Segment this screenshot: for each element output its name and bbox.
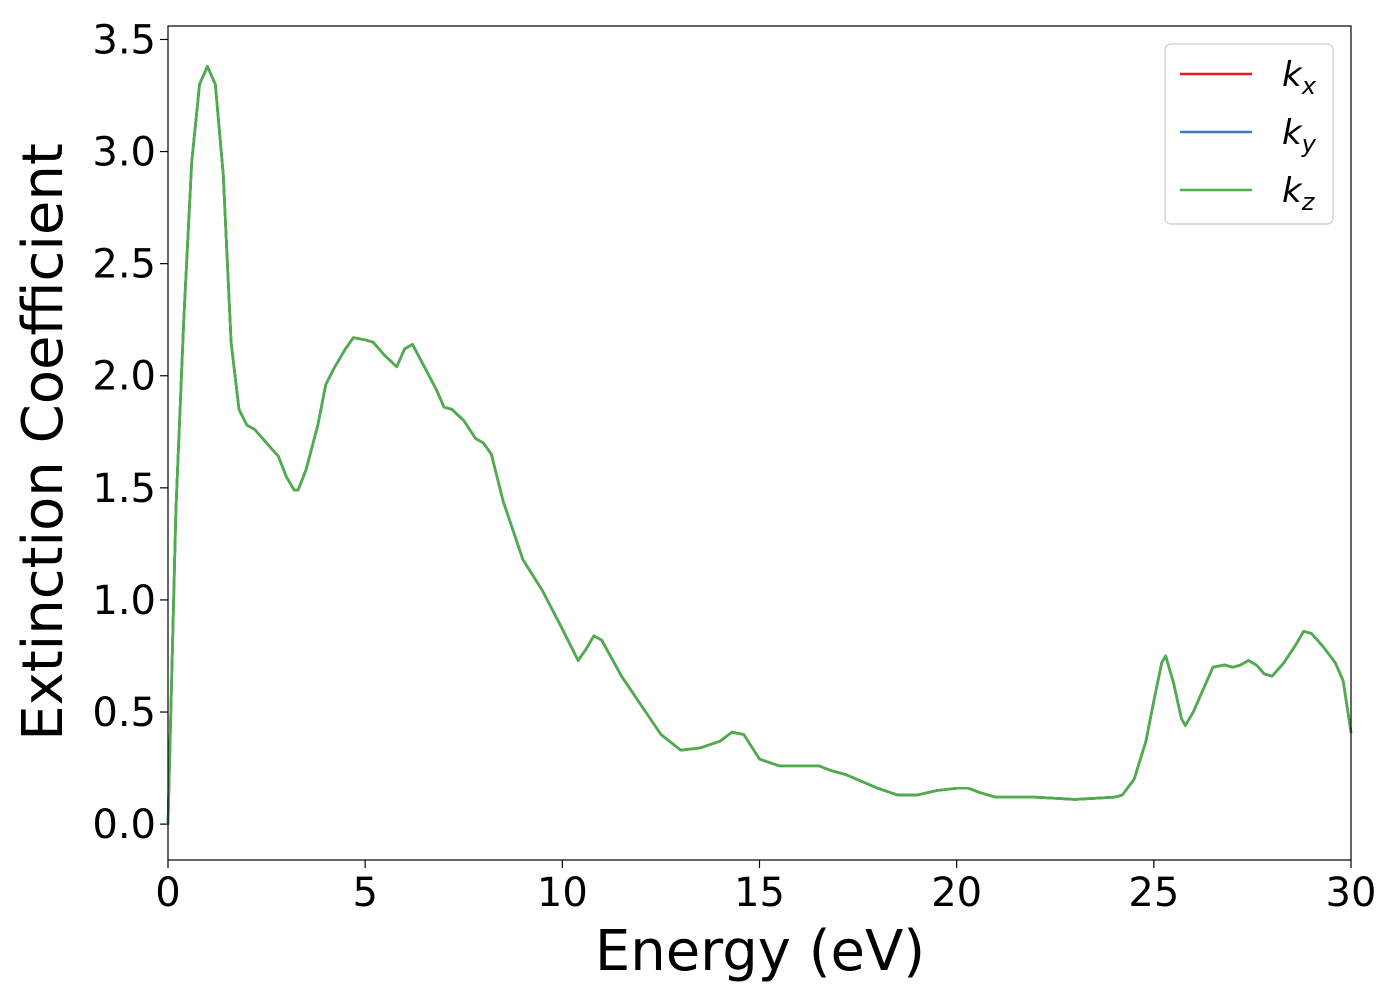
x-tick-label: 25	[1128, 870, 1179, 916]
x-tick-label: 0	[155, 870, 180, 916]
series-line-kz	[166, 65, 1353, 826]
y-tick-label: 1.5	[92, 466, 156, 512]
y-tick-label: 0.5	[92, 690, 156, 736]
x-tick-label: 15	[734, 870, 785, 916]
y-tick-label: 1.0	[92, 578, 156, 624]
plot-frame	[167, 25, 1352, 861]
x-axis-title: Energy (eV)	[595, 919, 925, 984]
y-tick-label: 2.5	[92, 242, 156, 288]
x-tick-label: 30	[1326, 870, 1377, 916]
legend-box	[1164, 43, 1334, 225]
legend-label-ky: ky	[1282, 113, 1317, 158]
x-tick-label: 20	[931, 870, 982, 916]
y-tick-label: 0.0	[92, 802, 156, 848]
y-tick-label: 3.0	[92, 130, 156, 176]
legend-items: kx ky kz	[1180, 55, 1317, 216]
series-layer	[166, 65, 1353, 826]
legend-label-kz: kz	[1282, 171, 1316, 216]
x-axis-ticks: 0 5 10 15 20 25 30	[155, 860, 1376, 916]
y-axis-ticks: 0.0 0.5 1.0 1.5 2.0 2.5 3.0 3.5	[92, 17, 168, 848]
y-tick-label: 2.0	[92, 354, 156, 400]
y-axis-title: Extinction Coefficient	[11, 143, 76, 741]
legend-label-kx: kx	[1282, 55, 1317, 100]
x-tick-label: 5	[352, 870, 377, 916]
legend: kx ky kz	[1164, 43, 1334, 225]
x-tick-label: 10	[537, 870, 588, 916]
y-tick-label: 3.5	[92, 17, 156, 63]
